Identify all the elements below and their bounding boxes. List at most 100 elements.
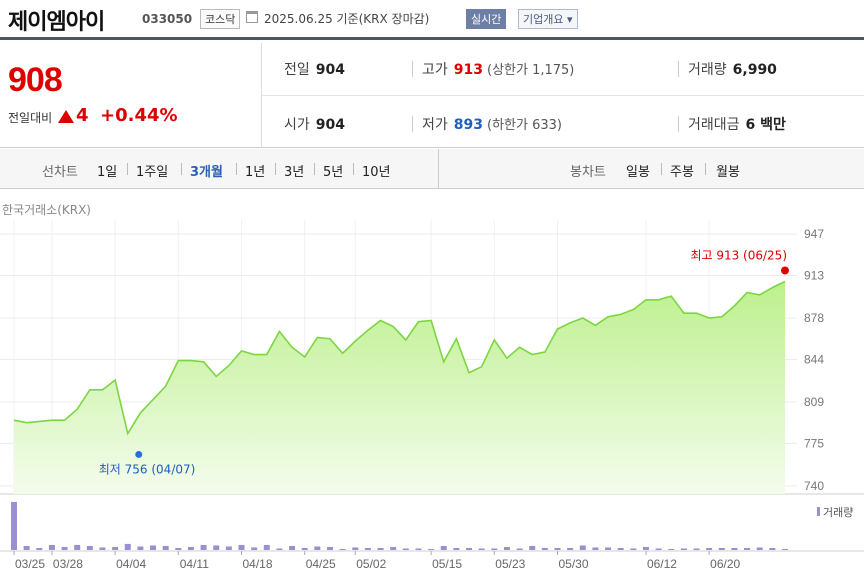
low-value: 893 [453, 117, 483, 133]
prev-close-value: 904 [315, 62, 345, 78]
price-area-fill [14, 281, 785, 494]
volume-bar [11, 502, 17, 550]
volume-legend-marker [817, 507, 820, 516]
x-tick-label: 03/25 [15, 557, 45, 571]
volume-bar [162, 545, 169, 550]
low-label: 저가 [422, 117, 448, 133]
volume-bar [326, 546, 333, 550]
volume-bar [276, 548, 283, 550]
y-axis-labels: 740 775 809 844 878 913 947 [804, 227, 824, 493]
y-tick-label: 878 [804, 311, 824, 325]
amount-value: 6 백만 [745, 117, 786, 133]
volume-value: 6,990 [732, 62, 777, 78]
market-badge: 코스닥 [200, 9, 241, 29]
period-3y[interactable]: 3년 [284, 165, 305, 180]
realtime-button[interactable]: 실시간 [466, 9, 507, 29]
volume-bar [668, 548, 675, 550]
volume-bar [466, 547, 473, 550]
y-tick-label: 844 [804, 352, 824, 366]
divider [412, 116, 413, 132]
volume-bar [99, 547, 106, 550]
calendar-icon [246, 11, 258, 23]
period-10y[interactable]: 10년 [362, 165, 391, 180]
volume-bar [150, 545, 157, 550]
volume-bar [314, 546, 321, 550]
up-triangle-icon [58, 110, 74, 123]
open-value: 904 [315, 117, 345, 133]
volume-bar [516, 548, 523, 550]
exchange-label: 한국거래소(KRX) [2, 203, 91, 217]
x-tick-label: 05/02 [356, 557, 386, 571]
y-tick-label: 740 [804, 479, 824, 493]
volume-bar [630, 548, 637, 550]
volume-bar [238, 544, 245, 550]
volume-bar [782, 548, 788, 550]
volume-bar [642, 546, 649, 550]
price-line [13, 280, 786, 436]
candle-monthly[interactable]: 월봉 [716, 165, 740, 180]
company-info-dropdown[interactable]: 기업개요 ▾ [518, 9, 578, 29]
stock-code: 033050 [142, 12, 193, 26]
volume-bar [213, 545, 220, 550]
stock-header: 제이엠아이 033050 코스닥 2025.06.25 기준(KRX 장마감) … [0, 0, 864, 40]
y-tick-label: 809 [804, 395, 824, 409]
y-tick-label: 775 [804, 436, 824, 450]
volume-bar [592, 547, 599, 550]
volume-bar [478, 548, 485, 550]
volume-bar [503, 546, 510, 550]
candle-daily[interactable]: 일봉 [626, 165, 650, 180]
upper-limit: (상한가 1,175) [487, 63, 575, 78]
volume-bar [415, 548, 422, 550]
volume-bar [352, 547, 359, 550]
x-tick-label: 04/11 [180, 557, 209, 571]
volume-bar [579, 545, 586, 550]
volume-bar [339, 548, 346, 550]
volume-bars: 거래량 [11, 502, 853, 550]
x-tick-label: 05/23 [495, 557, 525, 571]
period-1d[interactable]: 1일 [97, 165, 118, 180]
candle-weekly[interactable]: 주봉 [670, 165, 694, 180]
volume-bar [402, 548, 409, 550]
high-label: 고가 [422, 62, 448, 78]
divider [678, 116, 679, 132]
volume-bar [428, 548, 435, 550]
volume-bar [48, 544, 55, 550]
period-1w[interactable]: 1주일 [136, 165, 169, 180]
y-tick-label: 947 [804, 227, 824, 241]
price-area [13, 280, 786, 494]
volume-bar [769, 547, 776, 550]
volume-bar [61, 546, 68, 550]
volume-bar [124, 543, 131, 550]
volume-bar [617, 547, 624, 550]
x-tick-label: 04/04 [116, 557, 146, 571]
x-tick-label: 06/12 [647, 557, 677, 571]
volume-bar [74, 544, 81, 550]
volume-legend: 거래량 [823, 506, 853, 519]
period-3m[interactable]: 3개월 [190, 165, 223, 180]
volume-bar [554, 547, 561, 550]
volume-bar [23, 545, 30, 550]
low-point [135, 450, 143, 458]
line-chart-label: 선차트 [42, 165, 78, 180]
volume-bar [731, 547, 738, 550]
high-point [781, 266, 789, 275]
volume-bar [187, 546, 194, 550]
volume-bar [86, 545, 93, 550]
period-1y[interactable]: 1년 [245, 165, 266, 180]
row-divider [262, 95, 864, 96]
open-label: 시가 [284, 117, 310, 133]
period-5y[interactable]: 5년 [323, 165, 344, 180]
divider [678, 61, 679, 77]
volume-bar [251, 547, 258, 550]
stock-name: 제이엠아이 [8, 10, 105, 35]
change-label: 전일대비 [8, 111, 53, 125]
x-tick-label: 05/15 [432, 557, 462, 571]
current-price: 908 [8, 61, 63, 99]
x-tick-label: 04/25 [306, 557, 336, 571]
high-cell: 고가 913 (상한가 1,175) [422, 59, 574, 79]
open-cell: 시가 904 [284, 114, 345, 134]
volume-bar [744, 547, 751, 550]
volume-bar [36, 547, 43, 550]
volume-bar [453, 547, 460, 550]
prev-close-cell: 전일 904 [284, 59, 345, 79]
